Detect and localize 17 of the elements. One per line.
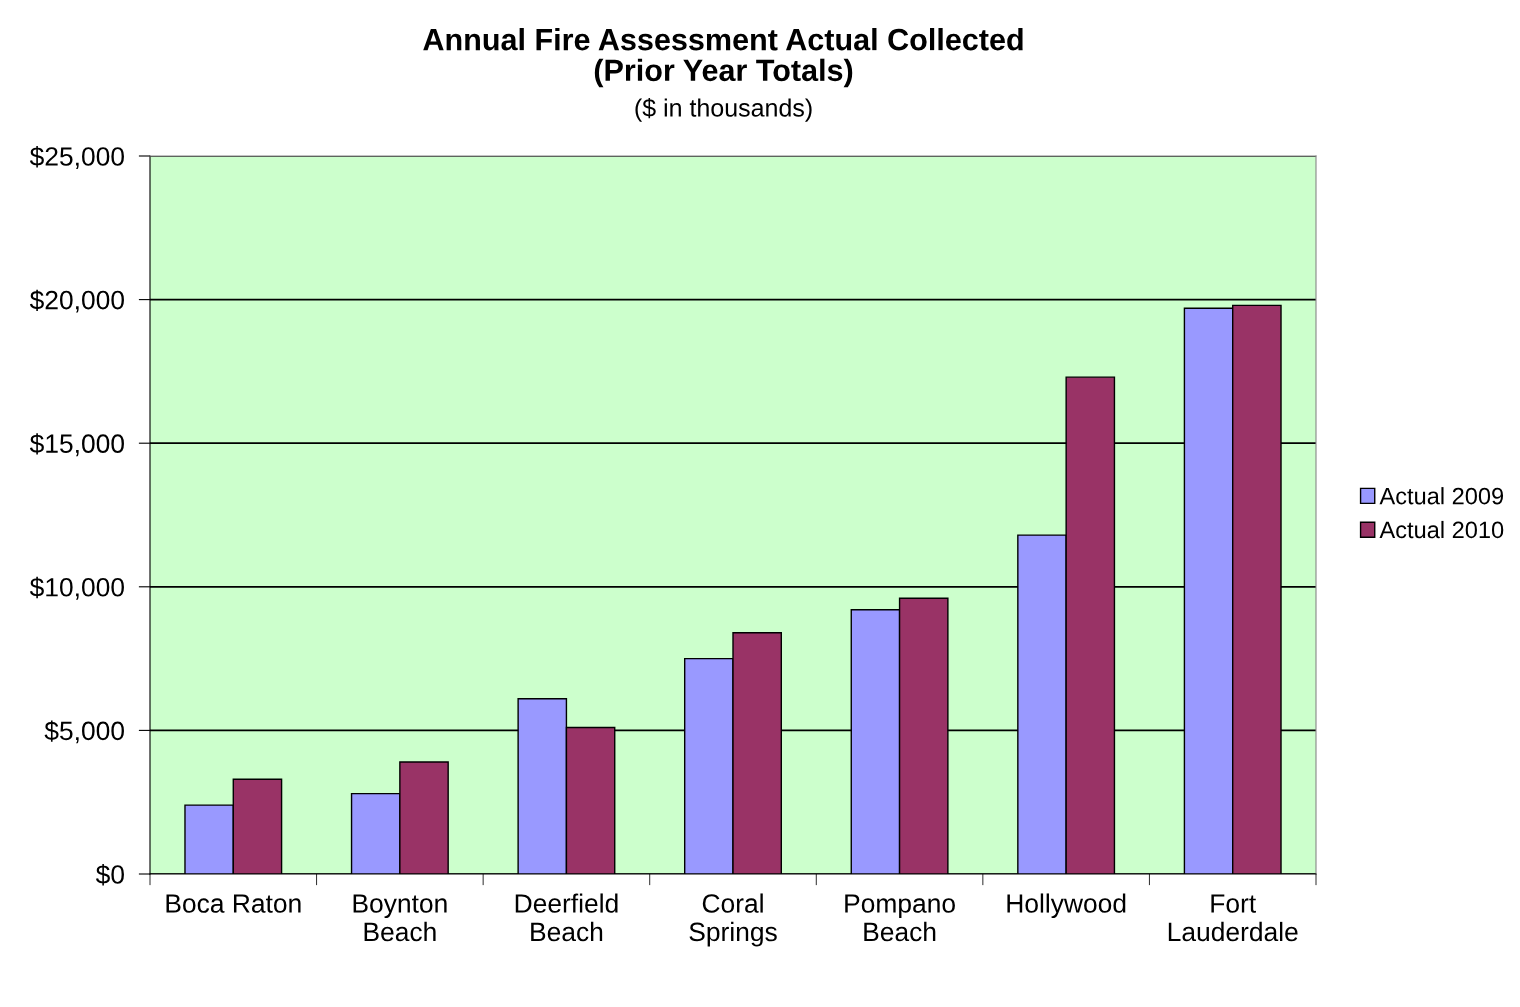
legend-label: Actual 2010 — [1379, 520, 1504, 539]
x-tick-label: Pompano Beach — [845, 894, 955, 942]
chart-subtitle: ($ in thousands) — [635, 97, 812, 122]
x-tick-label: Hollywood — [1007, 893, 1126, 919]
x-tick-label: Boca Raton — [166, 894, 301, 913]
y-tick-label: $0 — [95, 864, 124, 886]
y-tick-label: $20,000 — [29, 289, 124, 313]
y-tick-label: $5,000 — [44, 720, 124, 744]
y-tick-label: $10,000 — [29, 576, 124, 600]
x-tick-label: Deerfield Beach — [515, 893, 618, 942]
x-tick-label: Coral Springs — [689, 893, 777, 947]
legend-label: Actual 2009 — [1379, 487, 1504, 505]
y-tick-label: $25,000 — [29, 146, 124, 169]
x-tick-label: Boynton Beach — [353, 894, 447, 942]
x-tick-label: Fort Lauderdale — [1168, 894, 1298, 942]
chart-title: Annual Fire Assessment Actual Collected (Prior Year Totals) — [423, 28, 1023, 88]
y-tick-label: $15,000 — [29, 433, 124, 457]
